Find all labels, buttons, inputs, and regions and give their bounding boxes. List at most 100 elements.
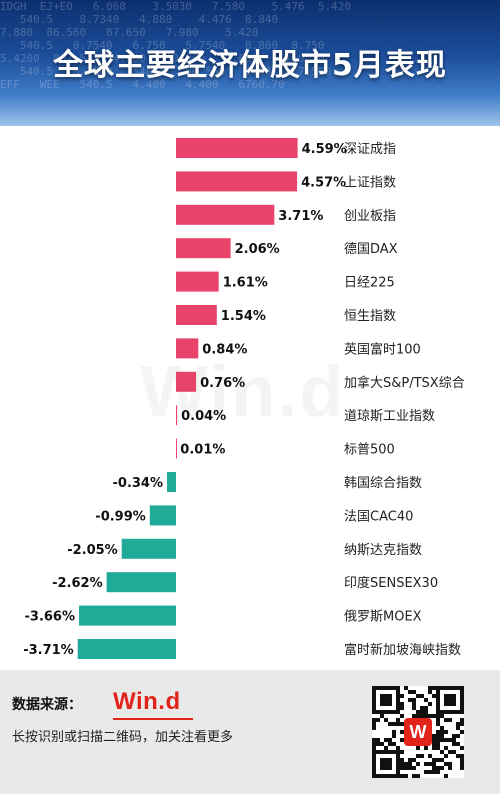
category-label: 道琼斯工业指数 xyxy=(344,409,435,424)
qr-module xyxy=(404,766,408,770)
qr-module xyxy=(432,734,436,738)
qr-module xyxy=(412,766,416,770)
qr-module xyxy=(412,702,416,706)
page-title: 全球主要经济体股市5月表现 xyxy=(53,48,447,83)
qr-module xyxy=(440,714,444,718)
qr-module xyxy=(436,738,440,742)
bar xyxy=(176,371,197,392)
qr-module xyxy=(372,742,376,746)
qr-module xyxy=(428,714,432,718)
qr-finder xyxy=(380,694,392,706)
data-label: -3.71% xyxy=(23,643,74,658)
category-label: 韩国综合指数 xyxy=(344,476,422,491)
qr-module xyxy=(460,762,464,766)
qr-module xyxy=(384,746,388,750)
qr-module xyxy=(456,742,460,746)
data-label: -0.34% xyxy=(113,476,164,491)
data-label: 1.61% xyxy=(223,276,268,291)
qr-module xyxy=(412,758,416,762)
qr-module xyxy=(392,734,396,738)
scan-instruction[interactable]: 长按识别或扫描二维码，加关注看更多 xyxy=(12,730,234,745)
category-label: 标普500 xyxy=(344,443,395,458)
qr-module xyxy=(400,730,404,734)
qr-module xyxy=(376,738,380,742)
qr-module xyxy=(400,702,404,706)
qr-finder xyxy=(444,694,456,706)
category-label: 德国DAX xyxy=(344,242,398,257)
qr-module xyxy=(428,702,432,706)
qr-module xyxy=(452,742,456,746)
qr-module xyxy=(404,686,408,690)
qr-module xyxy=(388,738,392,742)
qr-module xyxy=(456,754,460,758)
qr-module xyxy=(424,706,428,710)
qr-module xyxy=(436,722,440,726)
qr-module xyxy=(440,734,444,738)
qr-module xyxy=(456,722,460,726)
qr-module xyxy=(404,774,408,778)
qr-module xyxy=(400,694,404,698)
bar xyxy=(176,438,177,459)
qr-module xyxy=(400,738,404,742)
qr-module xyxy=(428,754,432,758)
qr-module xyxy=(440,738,444,742)
qr-module xyxy=(424,714,428,718)
qr-module xyxy=(436,730,440,734)
qr-module xyxy=(436,742,440,746)
qr-module xyxy=(440,750,444,754)
qr-module xyxy=(384,738,388,742)
bar xyxy=(167,472,176,492)
qr-module xyxy=(436,766,440,770)
qr-module xyxy=(424,770,428,774)
qr-module xyxy=(376,718,380,722)
qr-module xyxy=(400,714,404,718)
qr-module xyxy=(440,758,444,762)
qr-module xyxy=(428,686,432,690)
category-label: 深证成指 xyxy=(344,142,396,157)
qr-module xyxy=(372,746,376,750)
qr-module xyxy=(400,706,404,710)
qr-module xyxy=(436,734,440,738)
qr-module xyxy=(456,726,460,730)
qr-module xyxy=(396,746,400,750)
qr-module xyxy=(424,698,428,702)
bar xyxy=(176,271,219,292)
qr-module xyxy=(372,738,376,742)
qr-module xyxy=(444,730,448,734)
qr-code-icon[interactable]: W xyxy=(372,686,464,778)
qr-module xyxy=(420,710,424,714)
data-label: -3.66% xyxy=(25,610,76,625)
qr-module xyxy=(388,742,392,746)
header-banner: IDGH EJ+EO 6.068 3.5030 7.580 5.476 5.42… xyxy=(0,0,500,126)
qr-module xyxy=(420,706,424,710)
qr-module xyxy=(428,762,432,766)
qr-module xyxy=(460,758,464,762)
qr-module xyxy=(432,758,436,762)
qr-module xyxy=(432,766,436,770)
qr-module xyxy=(400,774,404,778)
qr-module xyxy=(448,738,452,742)
category-label: 富时新加坡海峡指数 xyxy=(344,642,461,658)
qr-module xyxy=(440,766,444,770)
qr-module xyxy=(432,694,436,698)
qr-module xyxy=(372,718,376,722)
category-label: 日经225 xyxy=(344,276,395,291)
data-label: 3.71% xyxy=(278,209,323,224)
data-label: 0.76% xyxy=(200,376,245,391)
qr-module xyxy=(460,746,464,750)
bar xyxy=(106,572,176,593)
qr-module xyxy=(412,690,416,694)
qr-module xyxy=(460,722,464,726)
qr-module xyxy=(416,774,420,778)
qr-module xyxy=(416,754,420,758)
data-label: 0.01% xyxy=(180,443,225,458)
qr-module xyxy=(388,722,392,726)
bar xyxy=(176,171,298,192)
bar xyxy=(176,138,298,158)
qr-module xyxy=(412,714,416,718)
bar xyxy=(79,605,176,626)
logo-underline xyxy=(113,718,193,720)
qr-module xyxy=(420,754,424,758)
qr-module xyxy=(420,714,424,718)
qr-module xyxy=(432,738,436,742)
